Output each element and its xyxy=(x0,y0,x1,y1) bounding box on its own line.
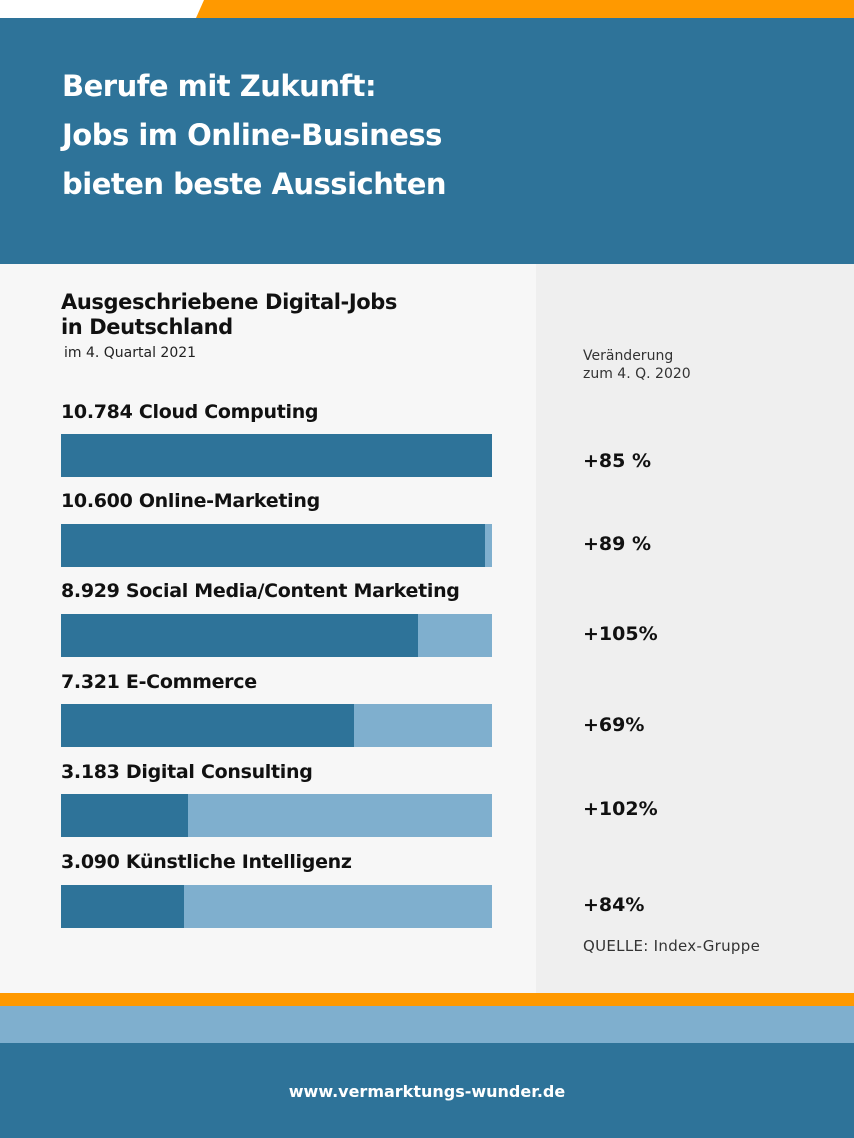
bar-fill xyxy=(61,524,485,567)
bar-track xyxy=(61,794,492,837)
bar-label: 10.784 Cloud Computing xyxy=(61,401,319,423)
title-line-3: bieten beste Aussichten xyxy=(62,167,447,201)
bar-track xyxy=(61,524,492,567)
title-line-1: Berufe mit Zukunft: xyxy=(62,69,377,103)
title-line-2: Jobs im Online-Business xyxy=(62,118,442,152)
bar-fill xyxy=(61,885,184,928)
bar-track xyxy=(61,704,492,747)
chart-title-line-1: Ausgeschriebene Digital-Jobs xyxy=(61,290,398,314)
footer-url[interactable]: www.vermarktungs-wunder.de xyxy=(288,1082,566,1101)
change-column-header: Veränderung zum 4. Q. 2020 xyxy=(583,347,691,383)
bar-fill xyxy=(61,794,188,837)
chart-title-line-2: in Deutschland xyxy=(61,315,233,339)
source-note: QUELLE: Index-Gruppe xyxy=(583,937,761,955)
bar-label: 8.929 Social Media/Content Marketing xyxy=(61,580,460,602)
footer-banner xyxy=(0,1043,854,1138)
bar-fill xyxy=(61,434,492,477)
change-value: +84% xyxy=(583,894,645,916)
bar-label: 3.183 Digital Consulting xyxy=(61,761,313,783)
page-title: Berufe mit Zukunft: Jobs im Online-Busin… xyxy=(62,62,447,209)
footer-stripe-light xyxy=(0,1006,854,1043)
bar-label: 10.600 Online-Marketing xyxy=(61,490,320,512)
bar-track xyxy=(61,614,492,657)
chart-title: Ausgeschriebene Digital-Jobs in Deutschl… xyxy=(61,290,397,340)
change-value: +102% xyxy=(583,798,658,820)
bar-fill xyxy=(61,614,418,657)
change-value: +85 % xyxy=(583,450,652,472)
change-value: +105% xyxy=(583,623,658,645)
change-header-line-1: Veränderung xyxy=(583,348,674,364)
top-stripe-orange xyxy=(196,0,854,18)
bar-label: 7.321 E-Commerce xyxy=(61,671,257,693)
header-banner: Berufe mit Zukunft: Jobs im Online-Busin… xyxy=(0,18,854,264)
bar-track xyxy=(61,885,492,928)
bar-fill xyxy=(61,704,354,747)
bar-track xyxy=(61,434,492,477)
bar-label: 3.090 Künstliche Intelligenz xyxy=(61,851,352,873)
chart-subtitle: im 4. Quartal 2021 xyxy=(64,345,197,361)
change-value: +69% xyxy=(583,714,645,736)
change-panel xyxy=(536,264,854,993)
change-value: +89 % xyxy=(583,533,652,555)
change-header-line-2: zum 4. Q. 2020 xyxy=(583,366,691,382)
footer-stripe-orange xyxy=(0,993,854,1006)
